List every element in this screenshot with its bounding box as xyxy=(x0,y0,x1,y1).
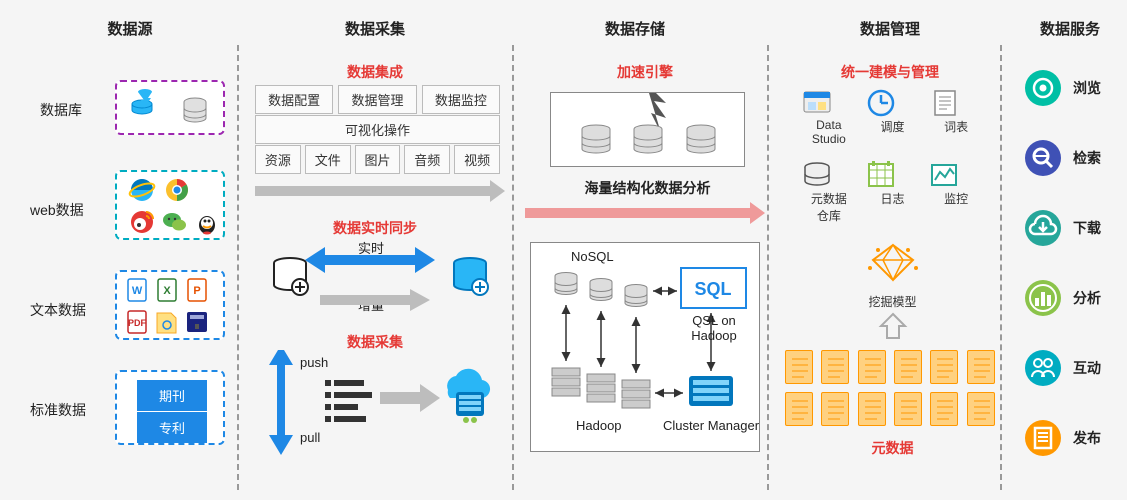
integration-row3: 资源 文件 图片 音频 视频 xyxy=(255,145,500,174)
bar-icon xyxy=(1025,280,1061,316)
service-label: 互动 xyxy=(1073,358,1101,378)
meta-cell xyxy=(821,392,849,426)
label-sqlonhadoop: QSL on Hadoop xyxy=(669,313,759,343)
engine-box xyxy=(550,92,745,167)
col-header-service: 数据服务 xyxy=(1025,18,1115,39)
svg-text:PDF: PDF xyxy=(128,318,147,328)
service-label: 下载 xyxy=(1073,218,1101,238)
storage-arch-box: SQL NoSQL QSL on Hadoop Hadoop Cluster M… xyxy=(530,242,760,452)
collect-title-integration: 数据集成 xyxy=(330,62,420,82)
col-header-source: 数据源 xyxy=(85,18,175,39)
manage-title-model: 统一建模与管理 xyxy=(820,62,960,82)
col-header-collect: 数据采集 xyxy=(330,18,420,39)
grey-flow-arrow xyxy=(255,180,505,202)
label-nosql: NoSQL xyxy=(571,249,614,264)
tool-monitor: 监控 xyxy=(927,160,985,224)
service-label: 分析 xyxy=(1073,288,1101,308)
tool-vocab: 词表 xyxy=(927,88,985,146)
source-box-db xyxy=(115,80,225,135)
col-header-manage: 数据管理 xyxy=(845,18,935,39)
source-box-text: W X P PDF xyxy=(115,270,225,340)
eye-icon xyxy=(1025,70,1061,106)
service-label: 浏览 xyxy=(1073,78,1101,98)
std-item-periodical: 期刊 xyxy=(137,380,207,411)
meta-cell xyxy=(894,392,922,426)
store-title-analysis: 海量结构化数据分析 xyxy=(560,178,735,198)
std-item-patent: 专利 xyxy=(137,412,207,443)
text-icons: W X P PDF xyxy=(117,272,227,342)
svg-text:P: P xyxy=(193,285,200,297)
service-search[interactable]: 检索 xyxy=(1025,140,1101,176)
meta-cell xyxy=(785,392,813,426)
int3-0: 资源 xyxy=(255,145,301,174)
doc-icon xyxy=(1025,420,1061,456)
service-analyze[interactable]: 分析 xyxy=(1025,280,1101,316)
db-icons xyxy=(117,82,227,137)
meta-cell xyxy=(930,392,958,426)
meta-grid xyxy=(785,350,995,426)
service-label: 发布 xyxy=(1073,428,1101,448)
integration-row1: 数据配置 数据管理 数据监控 xyxy=(255,85,500,114)
int3-3: 音频 xyxy=(404,145,450,174)
int-cell-1: 数据管理 xyxy=(338,85,416,114)
source-box-std: 期刊 专利 xyxy=(115,370,225,445)
source-label-db: 数据库 xyxy=(40,100,82,120)
download-icon xyxy=(1025,210,1061,246)
int-cell-2: 数据监控 xyxy=(422,85,500,114)
source-label-text: 文本数据 xyxy=(30,300,86,320)
meta-cell xyxy=(930,350,958,384)
label-cluster: Cluster Manager xyxy=(661,418,761,433)
meta-cell xyxy=(967,350,995,384)
separator-4 xyxy=(1000,45,1002,490)
separator-2 xyxy=(512,45,514,490)
search-icon xyxy=(1025,140,1061,176)
svg-text:X: X xyxy=(163,285,171,297)
int-cell-0: 数据配置 xyxy=(255,85,333,114)
web-icons xyxy=(117,172,227,242)
service-label: 检索 xyxy=(1073,148,1101,168)
manage-title-meta: 元数据 xyxy=(860,438,925,458)
separator-3 xyxy=(767,45,769,490)
source-label-web: web数据 xyxy=(30,200,84,220)
service-download[interactable]: 下载 xyxy=(1025,210,1101,246)
svg-text:SQL: SQL xyxy=(694,279,731,299)
meta-cell xyxy=(785,350,813,384)
meta-cell xyxy=(894,350,922,384)
manage-tool-grid: Data Studio 调度 词表 元数据 仓库 日志 监控 xyxy=(800,88,985,224)
tool-metastore: 元数据 仓库 xyxy=(800,160,858,224)
meta-cell xyxy=(858,392,886,426)
int3-2: 图片 xyxy=(355,145,401,174)
mining-up-arrow xyxy=(875,312,911,342)
int3-4: 视频 xyxy=(454,145,500,174)
sync-diagram xyxy=(255,235,505,320)
integration-row2: 可视化操作 xyxy=(255,115,500,144)
red-flow-arrow xyxy=(525,202,765,224)
meta-cell xyxy=(821,350,849,384)
svg-text:W: W xyxy=(132,285,143,297)
manage-title-mining: 挖掘模型 xyxy=(860,293,925,310)
service-interact[interactable]: 互动 xyxy=(1025,350,1101,386)
tool-schedule: 调度 xyxy=(864,88,922,146)
service-browse[interactable]: 浏览 xyxy=(1025,70,1101,106)
source-box-web xyxy=(115,170,225,240)
col-header-store: 数据存储 xyxy=(590,18,680,39)
people-icon xyxy=(1025,350,1061,386)
label-hadoop: Hadoop xyxy=(576,418,622,433)
mining-icon xyxy=(858,240,928,295)
collect-title-gather: 数据采集 xyxy=(330,332,420,352)
source-label-std: 标准数据 xyxy=(30,400,86,420)
separator-1 xyxy=(237,45,239,490)
gather-diagram xyxy=(255,350,505,460)
meta-cell xyxy=(967,392,995,426)
store-title-engine: 加速引擎 xyxy=(605,62,685,82)
service-publish[interactable]: 发布 xyxy=(1025,420,1101,456)
meta-cell xyxy=(858,350,886,384)
tool-log: 日志 xyxy=(864,160,922,224)
int3-1: 文件 xyxy=(305,145,351,174)
tool-datastudio: Data Studio xyxy=(800,88,858,146)
